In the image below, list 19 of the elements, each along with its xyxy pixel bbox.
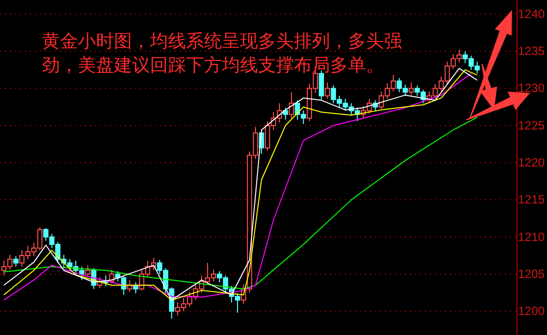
- y-tick-label: 1230: [518, 81, 546, 96]
- candlestick: [109, 269, 114, 284]
- candlestick: [282, 107, 288, 120]
- y-tick-label: 1240: [518, 6, 546, 21]
- candlestick: [408, 82, 414, 96]
- candlestick: [127, 280, 132, 292]
- candlestick: [288, 92, 294, 119]
- y-tick-label: 1200: [518, 304, 546, 318]
- annotation: 黄金小时图，均线系统呈现多头排列，多头强劲，美盘建议回踩下方均线支撑布局多单。: [42, 31, 402, 76]
- candlestick: [133, 282, 138, 294]
- candlestick: [13, 256, 18, 268]
- y-tick-label: 1210: [518, 230, 546, 244]
- y-tick-label: 1205: [518, 266, 546, 281]
- y-tick-label: 1220: [518, 156, 546, 170]
- y-tick-label: 1225: [518, 118, 546, 132]
- candlestick: [85, 264, 90, 278]
- candlestick: [324, 82, 330, 100]
- y-tick-label: 1215: [518, 192, 546, 207]
- y-tick-label: 1235: [518, 44, 546, 58]
